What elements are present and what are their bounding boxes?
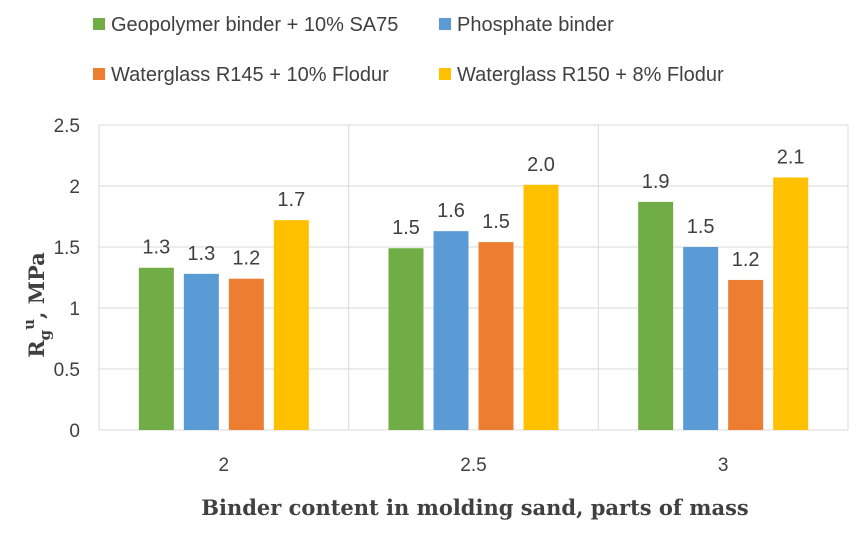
bars	[138, 177, 809, 430]
y-tick-label: 1	[69, 299, 80, 320]
bar	[228, 278, 264, 430]
y-axis-title-sub: g	[36, 329, 54, 340]
data-label: 1.5	[687, 216, 715, 238]
bar	[388, 248, 424, 430]
legend-label-0: Geopolymer binder + 10% SA75	[111, 14, 398, 36]
bar	[138, 267, 174, 430]
gridlines	[98, 124, 849, 431]
legend-label-2: Waterglass R145 + 10% Flodur	[111, 64, 389, 86]
bar	[638, 201, 674, 430]
bar	[433, 231, 469, 430]
legend-item-1: Phosphate binder	[439, 14, 614, 36]
data-label: 2.1	[777, 146, 805, 168]
x-tick-label: 3	[718, 455, 729, 476]
data-label: 1.9	[642, 171, 670, 193]
legend-item-2: Waterglass R145 + 10% Flodur	[93, 64, 389, 86]
y-tick-label: 2	[69, 177, 80, 198]
data-label: 1.2	[732, 249, 760, 271]
y-axis-title-sup: u	[20, 319, 38, 330]
y-axis-title: Rgu, MPa	[20, 252, 54, 358]
bar	[478, 242, 514, 430]
x-axis-ticks: 2 2.5 3	[219, 455, 729, 476]
legend-item-0: Geopolymer binder + 10% SA75	[93, 14, 398, 36]
data-label: 1.2	[232, 248, 260, 270]
y-axis-title-rest: , MPa	[24, 252, 49, 319]
y-tick-label: 0	[69, 421, 80, 442]
y-axis-ticks: 0 0.5 1 1.5 2 2.5	[54, 116, 80, 442]
bar	[683, 247, 719, 430]
data-label: 1.5	[392, 217, 420, 239]
y-tick-label: 1.5	[54, 238, 80, 259]
data-label: 1.6	[437, 200, 465, 222]
legend-item-3: Waterglass R150 + 8% Flodur	[439, 64, 724, 86]
legend-label-3: Waterglass R150 + 8% Flodur	[457, 64, 724, 86]
bar	[773, 177, 809, 430]
data-label: 1.3	[142, 237, 170, 259]
x-axis-title: Binder content in molding sand, parts of…	[201, 495, 749, 520]
legend-swatch-3	[439, 68, 451, 80]
legend-swatch-2	[93, 68, 105, 80]
x-tick-label: 2	[219, 455, 230, 476]
data-label: 1.5	[482, 211, 510, 233]
legend-swatch-1	[439, 18, 451, 30]
data-label: 2.0	[527, 154, 555, 176]
legend-swatch-0	[93, 18, 105, 30]
bar	[183, 273, 219, 430]
y-tick-label: 2.5	[54, 116, 80, 137]
y-tick-label: 0.5	[54, 360, 80, 381]
y-axis-title-main: R	[24, 340, 49, 358]
legend: Geopolymer binder + 10% SA75 Phosphate b…	[93, 14, 724, 86]
data-label: 1.3	[187, 243, 215, 265]
bar	[728, 279, 764, 430]
bar	[523, 184, 559, 430]
legend-label-1: Phosphate binder	[457, 14, 614, 36]
x-tick-label: 2.5	[460, 455, 486, 476]
data-label: 1.7	[277, 189, 305, 211]
bar	[273, 220, 309, 430]
data-labels: 1.3 1.3 1.2 1.7 1.5 1.6 1.5 2.0 1.9 1.5 1.2 2.1	[142, 146, 804, 270]
